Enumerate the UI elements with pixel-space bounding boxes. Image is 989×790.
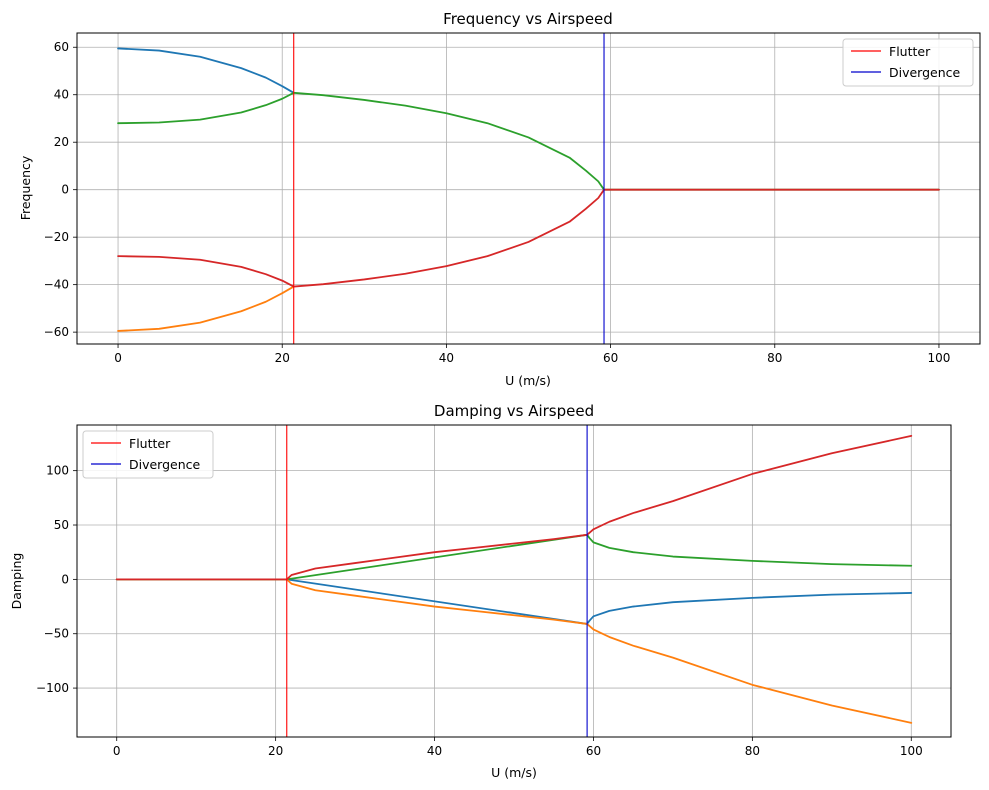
frequency-series-red-line [117, 188, 940, 288]
damping-x-tick-label: 20 [268, 744, 283, 758]
damping-y-tick-label: −50 [44, 627, 69, 641]
frequency-x-tick-label: 0 [114, 351, 122, 365]
frequency-series-blue-line [117, 47, 295, 94]
damping-series-red-line [115, 434, 913, 581]
damping-y-axis-label: Damping [9, 553, 24, 610]
damping-chart-title: Damping vs Airspeed [434, 402, 594, 420]
damping-y-tick-label: 100 [46, 464, 69, 478]
frequency-x-tick-label: 20 [275, 351, 290, 365]
damping-x-tick-label: 0 [113, 744, 121, 758]
frequency-chart: Frequency vs Airspeed 0 20 40 60 80 100 −60 −40… [18, 10, 981, 388]
damping-plot-area: 0 20 40 60 80 100 −100 −50 0 50 100 [36, 424, 952, 758]
damping-series-green-line [115, 533, 913, 581]
damping-series-blue-line [115, 578, 913, 625]
frequency-legend: Flutter Divergence [842, 38, 974, 87]
damping-y-tick-label: −100 [36, 681, 69, 695]
damping-axes-frame [76, 424, 952, 738]
damping-legend: Flutter Divergence [82, 430, 214, 479]
damping-x-axis-label: U (m/s) [491, 765, 537, 780]
frequency-y-axis-label: Frequency [18, 155, 33, 220]
damping-series-orange-line [115, 578, 913, 724]
frequency-x-tick-label: 100 [928, 351, 951, 365]
frequency-x-tick-label: 40 [439, 351, 454, 365]
frequency-y-tick-label: 0 [61, 183, 69, 197]
frequency-x-tick-label: 60 [603, 351, 618, 365]
frequency-y-tick-label: 60 [54, 40, 69, 54]
frequency-axes-frame [76, 32, 981, 345]
damping-chart: Damping vs Airspeed 0 20 40 60 80 100−100−500… [9, 402, 952, 780]
damping-x-tick-label: 60 [586, 744, 601, 758]
frequency-series-green-line [117, 91, 940, 191]
frequency-plot-area: 0 20 40 60 80 100 −60 −40 −20 0 20 40 60 [44, 32, 981, 365]
frequency-legend-divergence-label: Divergence [889, 65, 961, 80]
frequency-series-orange-line [117, 285, 295, 332]
damping-legend-flutter-label: Flutter [129, 436, 171, 451]
damping-x-tick-label: 80 [745, 744, 760, 758]
frequency-y-tick-label: −40 [44, 278, 69, 292]
frequency-chart-title: Frequency vs Airspeed [443, 10, 613, 28]
frequency-y-tick-label: −20 [44, 230, 69, 244]
damping-y-tick-label: 50 [54, 518, 69, 532]
damping-x-tick-label: 100 [900, 744, 923, 758]
damping-legend-divergence-label: Divergence [129, 457, 201, 472]
frequency-legend-flutter-label: Flutter [889, 44, 931, 59]
frequency-x-tick-label: 80 [767, 351, 782, 365]
damping-y-tick-label: 0 [61, 572, 69, 586]
damping-x-tick-label: 40 [427, 744, 442, 758]
frequency-y-tick-label: 40 [54, 88, 69, 102]
frequency-x-axis-label: U (m/s) [505, 373, 551, 388]
frequency-y-tick-label: 20 [54, 135, 69, 149]
frequency-y-tick-label: −60 [44, 325, 69, 339]
